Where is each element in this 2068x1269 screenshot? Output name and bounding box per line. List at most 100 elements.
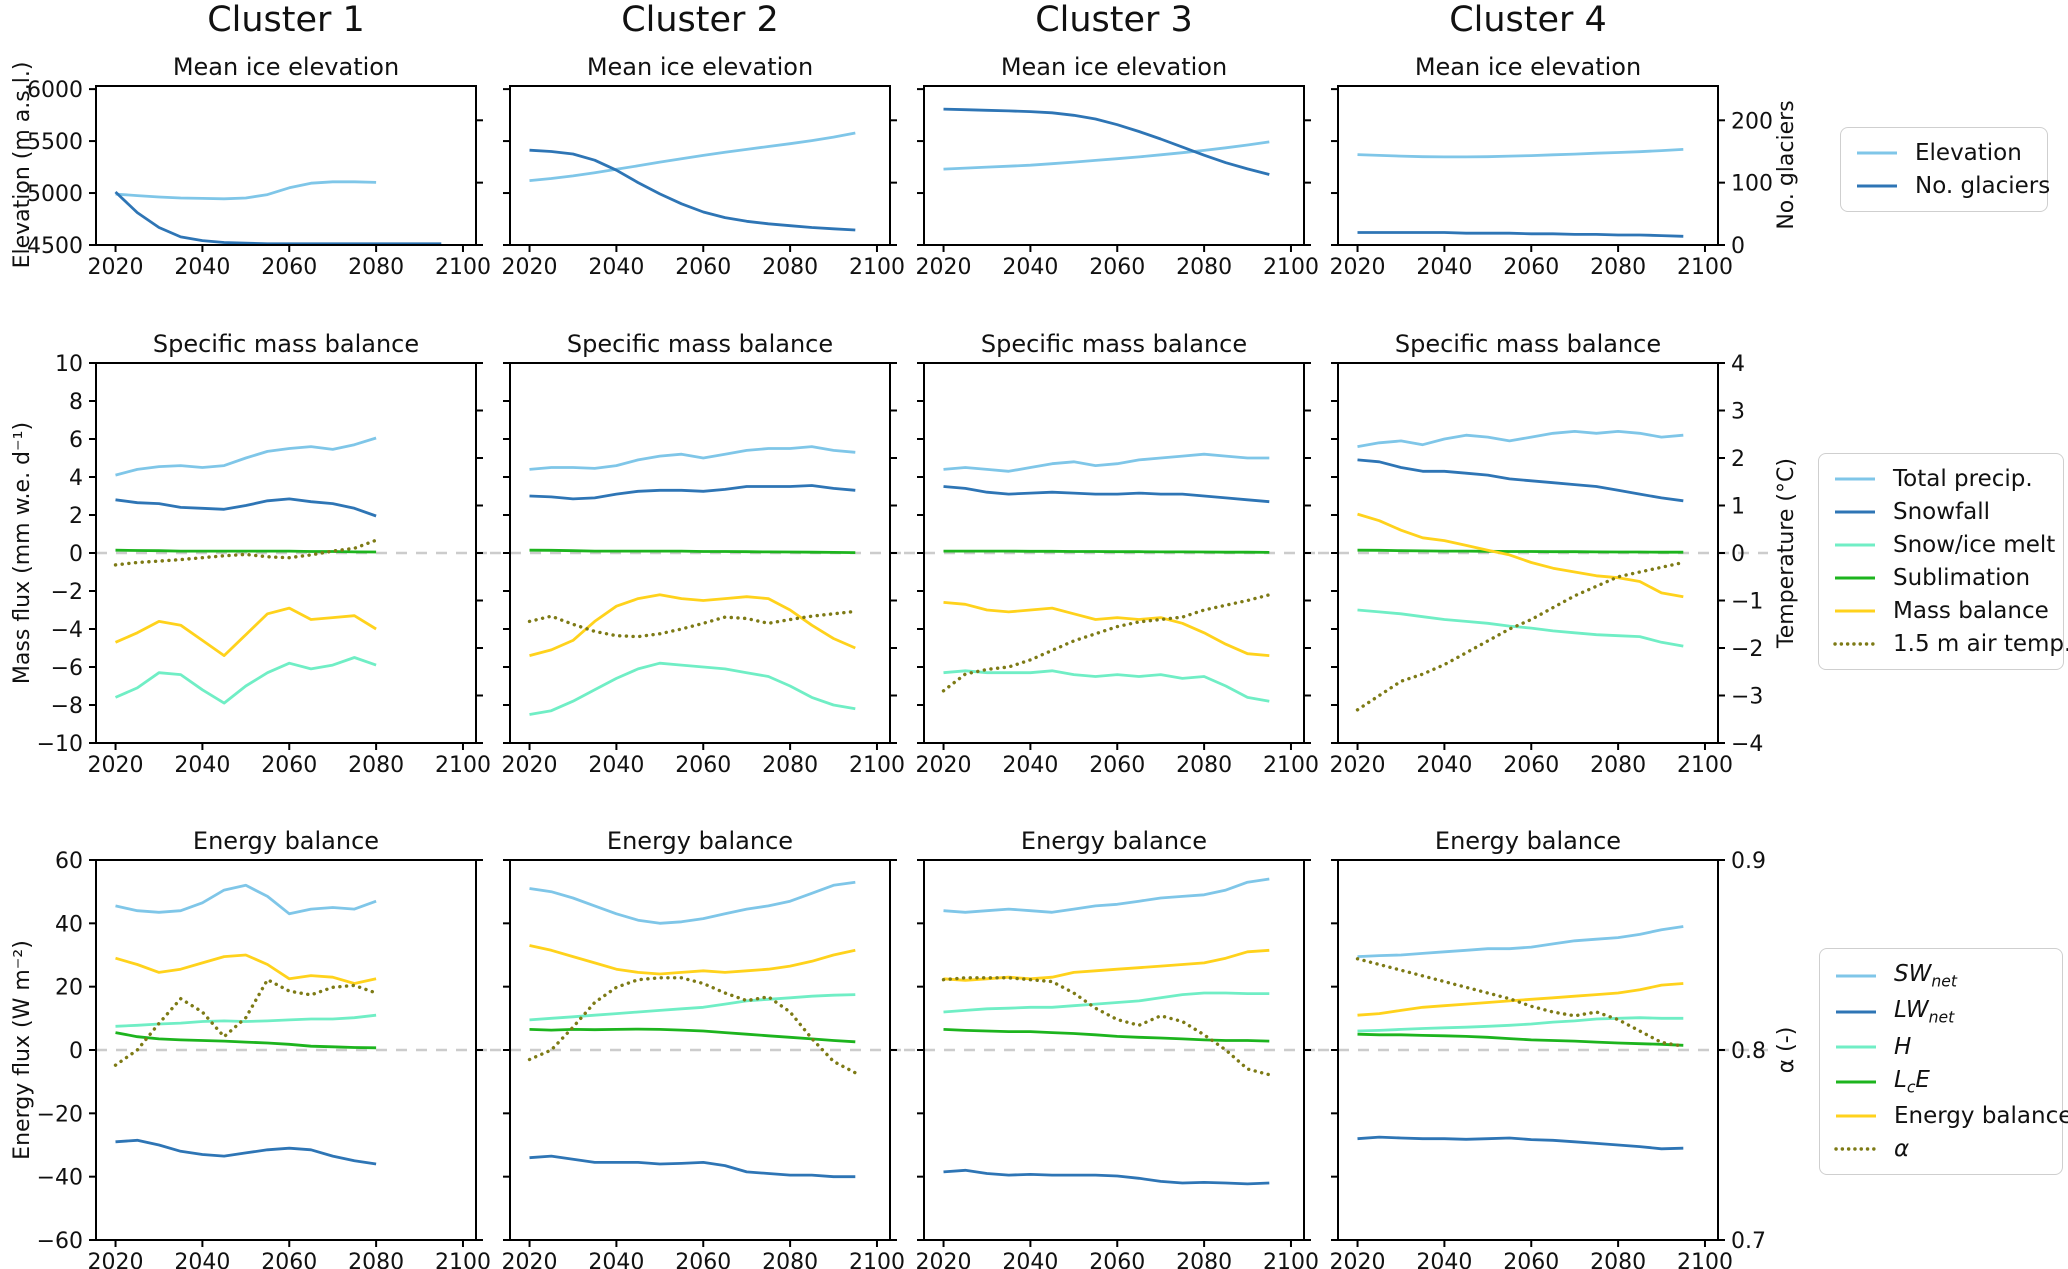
- legend-swatch-line: [1835, 576, 1875, 580]
- y-tick-label: 4: [69, 466, 83, 491]
- y-axis-label-elevation: Elevation (m a.s.l.): [9, 61, 35, 269]
- x-tick-label: 2080: [762, 753, 818, 778]
- plot-svg: 2020 2040 2060 2080 2100−4 −3 −2 −1 0 1 2 3 4: [1318, 352, 1768, 778]
- series-line-no-glaciers: [529, 148, 856, 232]
- x-tick-label: 2020: [502, 255, 558, 280]
- x-tick-label: 2040: [588, 255, 644, 280]
- y-tick-label-right: 0: [1731, 542, 1745, 567]
- y-tick-label-right: −1: [1731, 590, 1763, 615]
- series-line-elevation: [529, 131, 856, 182]
- x-tick-label: 2100: [849, 255, 905, 280]
- legend-swatch-line: [1836, 1114, 1876, 1118]
- series-line-lce: [943, 1028, 1270, 1043]
- plot-frame: [509, 85, 891, 246]
- x-tick-label: 2020: [916, 1250, 972, 1269]
- panel-title: Energy balance: [606, 827, 794, 855]
- x-tick-label: 2020: [502, 1250, 558, 1269]
- plot-svg: 2020 2040 2060 2080 2100 4500 5000 5500 6000: [27, 78, 491, 280]
- x-tick-label: 2040: [1416, 255, 1472, 280]
- series-line-elevation: [115, 180, 377, 201]
- legend-entry: Snow/ice melt: [1833, 532, 2055, 558]
- x-tick-label: 2020: [1330, 255, 1386, 280]
- legend-entry: Total precip.: [1833, 466, 2045, 492]
- series-line-lce: [529, 1027, 856, 1044]
- series-line-1-5-m-air-temp-: [527, 609, 857, 639]
- legend-entry: H: [1834, 1034, 2044, 1060]
- y-tick-label: −4: [51, 618, 83, 643]
- series-line-no-glaciers: [114, 190, 442, 246]
- x-tick-label: 2060: [261, 255, 317, 280]
- y-tick-label-right: 0.7: [1731, 1229, 1766, 1254]
- legend-mass-balance: Total precip. Snowfall Snow/ice melt Sublim…: [1818, 453, 2068, 670]
- legend-label: LWnet: [1894, 997, 1955, 1027]
- legend-entry: Sublimation: [1833, 565, 2045, 591]
- x-tick-label: 2100: [849, 753, 905, 778]
- series-line-snow-ice-melt: [114, 656, 377, 705]
- y-tick-label-right: −2: [1731, 637, 1763, 662]
- y-tick-label: 0: [69, 1039, 83, 1064]
- x-tick-label: 2080: [1176, 255, 1232, 280]
- plot-frame: [923, 85, 1305, 246]
- plot-svg: 2020 2040 2060 2080 2100: [490, 859, 910, 1269]
- y-tick-label: −60: [37, 1229, 83, 1254]
- series-line-swnet: [1357, 925, 1684, 958]
- x-tick-label: 2080: [1590, 753, 1646, 778]
- y-tick-label-right: 1: [1731, 495, 1745, 520]
- legend-swatch-line: [1835, 609, 1875, 613]
- y-tick-label-right: 0.8: [1731, 1039, 1766, 1064]
- panel-title: Energy balance: [192, 827, 380, 855]
- x-tick-label: 2020: [502, 753, 558, 778]
- series-line-lce: [115, 1031, 377, 1050]
- y-tick-label: 20: [55, 976, 83, 1001]
- series-line-energy-balance: [943, 948, 1270, 982]
- panel-title: Mean ice elevation: [1000, 53, 1228, 81]
- panel-title: Energy balance: [1020, 827, 1208, 855]
- legend-swatch-line: [1836, 1080, 1876, 1084]
- panel-title: Mean ice elevation: [1414, 53, 1642, 81]
- legend-label: H: [1894, 1033, 1912, 1060]
- x-tick-label: 2100: [849, 1250, 905, 1269]
- x-tick-label: 2040: [588, 1250, 644, 1269]
- legend-entry: LcE: [1834, 1067, 2044, 1096]
- series-line-sublimation: [943, 549, 1270, 554]
- x-tick-label: 2060: [1503, 753, 1559, 778]
- series-line-snow-ice-melt: [1357, 608, 1684, 648]
- cluster-4-title: Cluster 4: [1449, 0, 1607, 40]
- x-tick-label: 2020: [916, 255, 972, 280]
- x-tick-label: 2100: [435, 255, 491, 280]
- y-axis-label-alpha: α (-): [1773, 1026, 1799, 1074]
- legend-entry: SWnet: [1834, 961, 2044, 990]
- series-line-no-glaciers: [943, 107, 1270, 176]
- panel-title: Specific mass balance: [152, 330, 420, 358]
- series-line-sublimation: [529, 548, 856, 554]
- x-tick-label: 2080: [1590, 1250, 1646, 1269]
- legend-label: Snow/ice melt: [1893, 532, 2056, 558]
- x-tick-label: 2060: [261, 1250, 317, 1269]
- x-tick-label: 2080: [1176, 753, 1232, 778]
- legend-entry: LWnet: [1834, 997, 2044, 1027]
- series-line-mass-balance: [114, 606, 377, 658]
- series-line-h: [529, 993, 856, 1022]
- y-tick-label: 10: [55, 352, 83, 377]
- x-tick-label: 2020: [88, 753, 144, 778]
- x-tick-label: 2040: [1002, 1250, 1058, 1269]
- y-axis-label-energy-flux: Energy flux (W m⁻²): [9, 940, 35, 1160]
- y-tick-label: 40: [55, 912, 83, 937]
- y-tick-label-right: −3: [1731, 685, 1763, 710]
- panel-title: Mean ice elevation: [172, 53, 400, 81]
- x-tick-label: 2080: [348, 753, 404, 778]
- legend-label: Total precip.: [1893, 466, 2033, 492]
- series-line-alpha: [113, 977, 378, 1067]
- legend-swatch-line: [1836, 974, 1876, 978]
- series-line-total-precip-: [529, 445, 856, 471]
- legend-swatch-dotted-line: [1834, 1147, 1878, 1152]
- series-line-1-5-m-air-temp-: [941, 593, 1271, 693]
- y-axis-label-no-glaciers: No. glaciers: [1773, 100, 1799, 230]
- series-line-energy-balance: [1357, 982, 1684, 1017]
- x-tick-label: 2060: [675, 1250, 731, 1269]
- y-tick-label: −40: [37, 1166, 83, 1191]
- series-line-h: [1357, 1016, 1684, 1033]
